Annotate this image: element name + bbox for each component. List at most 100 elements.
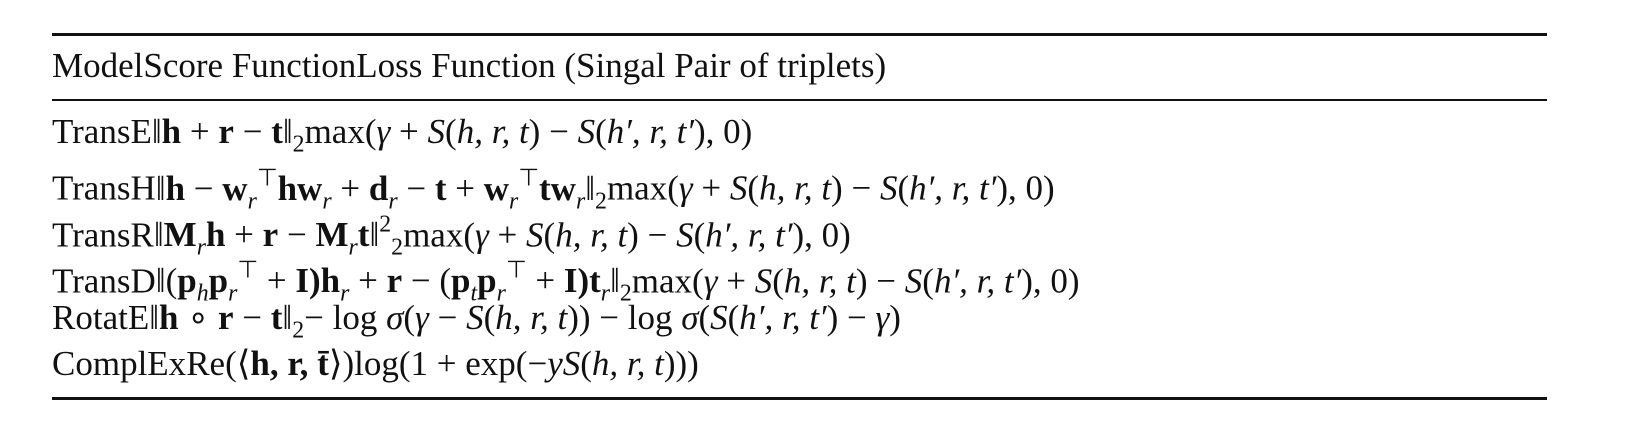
math-symbol: t bbox=[470, 280, 478, 307]
math-symbol: h, r, t bbox=[495, 297, 568, 337]
math-symbol: r bbox=[386, 261, 403, 301]
math-symbol: 2 bbox=[292, 316, 305, 343]
math-symbol: 2 bbox=[619, 280, 632, 307]
math-text: max( bbox=[606, 168, 679, 208]
math-text: ( bbox=[403, 297, 416, 337]
math-symbol: h, r, t bbox=[759, 168, 832, 208]
math-text: ), 0) bbox=[792, 215, 851, 255]
math-text: ( bbox=[772, 261, 784, 301]
math-text: max( bbox=[304, 112, 377, 151]
math-symbol: p bbox=[477, 261, 497, 301]
math-text: ) bbox=[889, 297, 901, 337]
header-rule bbox=[52, 99, 1547, 101]
math-text: + bbox=[446, 168, 484, 208]
math-symbol: γ bbox=[875, 297, 890, 337]
math-symbol: r bbox=[348, 234, 358, 261]
math-symbol: h bbox=[205, 215, 226, 255]
cell: max(γ + S(h, r, t) − S(h′, r, t′), 0) bbox=[632, 261, 1080, 300]
math-text: ) − bbox=[855, 261, 905, 301]
math-text: − bbox=[278, 215, 316, 255]
math-text: ‖ bbox=[155, 168, 166, 208]
math-text: ( bbox=[595, 112, 607, 151]
math-text: − bbox=[397, 168, 435, 208]
cell: RotatE bbox=[52, 297, 150, 337]
math-text: ‖ bbox=[149, 297, 160, 337]
math-symbol: ⊤ bbox=[518, 165, 540, 192]
math-symbol: S bbox=[729, 168, 748, 208]
cell: TransD bbox=[52, 261, 156, 301]
cell: ‖h ∘ r − t‖2 bbox=[149, 297, 304, 343]
math-symbol: S bbox=[427, 112, 446, 151]
math-symbol: S bbox=[676, 215, 694, 255]
math-symbol: ⊤ bbox=[256, 165, 278, 192]
math-text: + bbox=[526, 261, 564, 301]
cell: Score Function bbox=[143, 46, 357, 85]
cell: ‖Mrh + r − Mrt‖22 bbox=[154, 211, 403, 261]
math-text: ), 0) bbox=[694, 112, 753, 151]
math-symbol: γ bbox=[678, 168, 693, 208]
cell: − log σ(γ − S(h, r, t)) − log σ(S(h′, r,… bbox=[304, 298, 901, 337]
math-text: + bbox=[331, 168, 369, 208]
math-symbol: w bbox=[483, 168, 510, 208]
math-symbol: r bbox=[247, 187, 257, 214]
math-text: ) − bbox=[528, 112, 578, 151]
math-text: − log bbox=[304, 297, 387, 337]
math-symbol: h, r, t bbox=[555, 215, 628, 255]
math-symbol: w bbox=[222, 168, 248, 208]
math-symbol: 2 bbox=[379, 211, 392, 238]
math-text: ‖( bbox=[155, 261, 178, 301]
math-symbol: h bbox=[161, 112, 182, 151]
math-symbol: S bbox=[577, 112, 596, 151]
math-symbol: d bbox=[368, 168, 389, 208]
math-symbol: t bbox=[271, 112, 283, 151]
math-text: + bbox=[692, 168, 730, 208]
cell: log(1 + exp(−yS(h, r, t))) bbox=[354, 344, 699, 383]
header-row: ModelScore FunctionLoss Function (Singal… bbox=[52, 43, 1547, 89]
table-row: TransD‖(phpr⊤ + I)hr + r − (ptpr⊤ + I)tr… bbox=[52, 248, 1547, 307]
math-text: ( bbox=[445, 112, 457, 151]
math-symbol: 2 bbox=[595, 187, 607, 214]
cell: ‖(phpr⊤ + I)hr + r − (ptpr⊤ + I)tr‖2 bbox=[155, 258, 632, 307]
math-text: ( bbox=[693, 215, 706, 255]
math-symbol: r bbox=[509, 187, 519, 214]
math-text: ( bbox=[580, 344, 592, 383]
math-symbol: hw bbox=[277, 168, 323, 208]
math-symbol: σ bbox=[681, 297, 699, 337]
math-symbol: I)h bbox=[295, 261, 341, 301]
math-text: − bbox=[185, 168, 223, 208]
math-text: ‖ bbox=[610, 261, 620, 301]
math-symbol: ⊤ bbox=[237, 258, 259, 285]
math-text: ), 0) bbox=[1021, 261, 1080, 301]
math-symbol: r bbox=[496, 280, 506, 307]
math-symbol: r bbox=[218, 112, 234, 151]
math-symbol: h′, r, t′ bbox=[933, 261, 1022, 301]
math-symbol: tw bbox=[539, 168, 576, 208]
math-text: ‖ bbox=[585, 168, 596, 208]
math-text: ( bbox=[897, 168, 910, 208]
math-symbol: h, r, t bbox=[591, 344, 664, 383]
math-symbol: I)t bbox=[563, 261, 601, 301]
math-text: )) − log bbox=[567, 297, 682, 337]
math-text: + bbox=[488, 215, 527, 255]
math-text: − ( bbox=[402, 261, 452, 301]
cell: ‖h − wr⊤hwr + dr − t + wr⊤twr‖2 bbox=[155, 165, 607, 214]
math-text: ( bbox=[483, 297, 496, 337]
math-symbol: γ bbox=[415, 297, 429, 337]
math-symbol: p bbox=[208, 261, 229, 301]
math-symbol: ⊤ bbox=[505, 258, 527, 285]
math-text: ‖ bbox=[282, 297, 293, 337]
math-text: − bbox=[428, 297, 467, 337]
math-text: + bbox=[258, 261, 296, 301]
table-row: ComplExRe(⟨h, r, t̄⟩)log(1 + exp(−yS(h, … bbox=[52, 341, 1547, 387]
cell: TransR bbox=[52, 215, 154, 255]
cell: Re(⟨h, r, t̄⟩) bbox=[186, 344, 354, 383]
table-row: TransR‖Mrh + r − Mrt‖22max(γ + S(h, r, t… bbox=[52, 202, 1547, 261]
math-text: max( bbox=[631, 261, 704, 301]
math-text: + bbox=[181, 112, 219, 151]
math-symbol: h, r, t bbox=[456, 112, 529, 151]
table-row: TransH‖h − wr⊤hwr + dr − t + wr⊤twr‖2max… bbox=[52, 155, 1547, 214]
math-symbol: r bbox=[262, 215, 279, 255]
math-symbol: h′, r, t′ bbox=[705, 215, 793, 255]
math-text: ∘ bbox=[178, 297, 218, 337]
top-rule bbox=[52, 33, 1547, 36]
